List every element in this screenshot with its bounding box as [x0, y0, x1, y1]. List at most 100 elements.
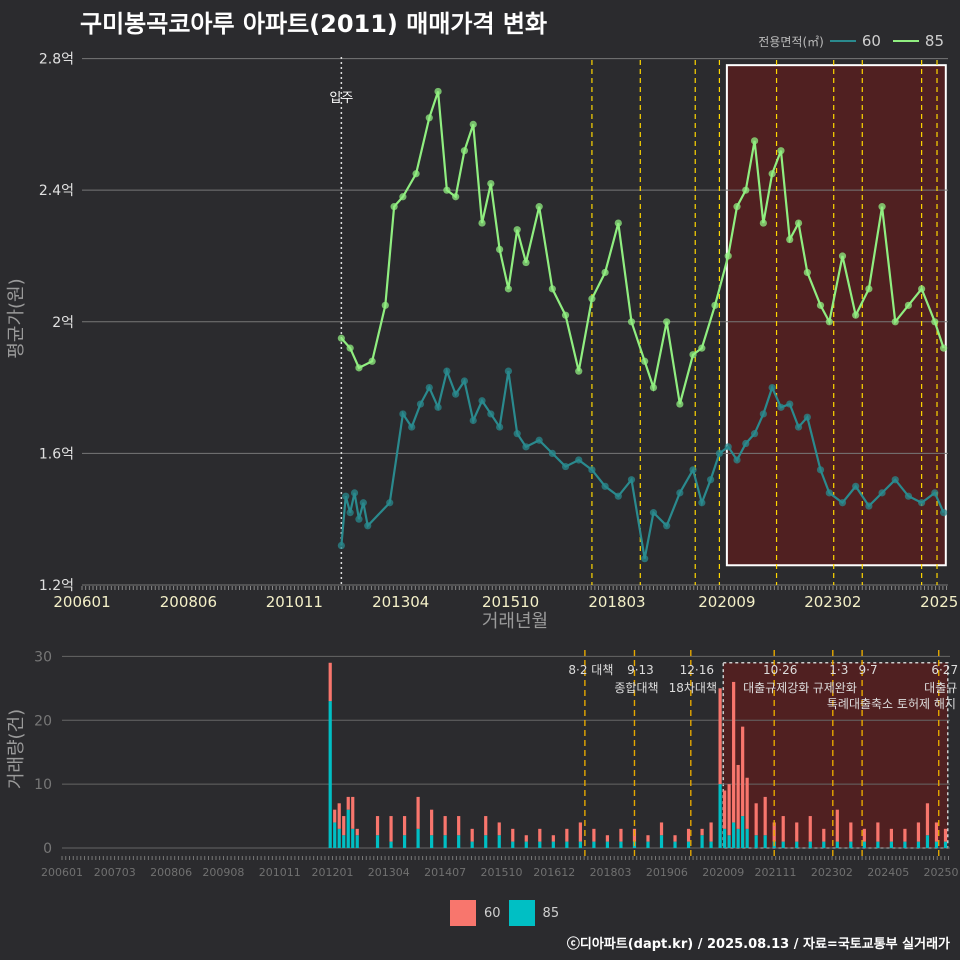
data-point-60 [601, 482, 609, 490]
bar-85 [700, 835, 704, 848]
data-point-85 [940, 344, 948, 352]
bar-60 [443, 816, 447, 836]
bar-85 [578, 841, 582, 848]
y-tick-label: 1.2억 [39, 578, 74, 594]
data-point-60 [359, 499, 367, 507]
data-point-60 [715, 449, 724, 457]
bar-60 [723, 790, 727, 829]
data-point-85 [786, 235, 794, 244]
bar-85 [355, 835, 359, 848]
bar-60 [822, 828, 826, 842]
data-point-85 [443, 186, 451, 194]
bar-60 [538, 828, 542, 842]
data-point-60 [878, 489, 886, 497]
data-point-60 [364, 522, 372, 530]
bar-60 [903, 828, 907, 842]
event-label: 대출규제강화 [743, 681, 809, 695]
data-point-60 [434, 403, 442, 411]
data-point-60 [504, 367, 513, 375]
bar-85 [745, 828, 749, 848]
data-point-60 [548, 449, 556, 457]
bar-85 [736, 828, 740, 848]
data-point-60 [759, 410, 767, 418]
event-date: 9·7 [859, 663, 878, 677]
x-tick-label: 201304 [368, 866, 410, 879]
data-point-85 [548, 285, 556, 293]
y-tick-label: 0 [43, 841, 52, 857]
bar-85 [565, 841, 569, 848]
bar-60 [402, 816, 407, 836]
bar-85 [763, 835, 767, 848]
bar-85 [511, 841, 515, 848]
y-tick-label: 30 [34, 649, 52, 665]
x-tick-label: 200601 [53, 593, 110, 611]
y-tick-label: 2.8억 [39, 52, 74, 68]
bar-60 [754, 803, 758, 836]
data-point-85 [918, 285, 926, 293]
data-point-85 [588, 295, 596, 303]
data-point-60 [452, 390, 460, 398]
data-point-60 [350, 489, 359, 497]
event-date: 1·3 [829, 663, 848, 677]
data-point-85 [460, 147, 469, 155]
bar-85 [903, 841, 907, 848]
bar-60 [934, 822, 939, 842]
x-axis-label: 거래년월 [482, 611, 548, 632]
bar-85 [723, 828, 727, 848]
data-point-60 [342, 492, 350, 500]
data-point-85 [698, 344, 706, 352]
bar-85 [402, 835, 407, 848]
bar-85 [781, 841, 785, 848]
data-point-85 [711, 301, 719, 309]
bar-60 [943, 828, 948, 842]
bar-60 [337, 803, 341, 829]
data-point-60 [689, 466, 697, 474]
bar-85 [849, 841, 853, 848]
bar-60 [835, 809, 839, 842]
bar-85 [808, 841, 812, 848]
bar-85 [862, 841, 866, 848]
event-date: 6·27 [931, 663, 958, 677]
bar-60 [686, 828, 691, 842]
bar-60 [351, 796, 355, 829]
data-point-60 [742, 439, 750, 448]
legend-title: 전용면적(㎡) [758, 34, 824, 49]
data-point-60 [614, 492, 622, 500]
bar-85 [659, 835, 664, 848]
data-point-85 [689, 351, 697, 359]
data-point-60 [768, 383, 776, 392]
data-point-60 [627, 476, 636, 484]
legend-top: 전용면적(㎡) 60 85 [758, 32, 950, 50]
bar-85 [337, 828, 341, 848]
x-tick-label: 201612 [533, 866, 575, 879]
bar-85 [795, 841, 799, 848]
event-label: 종합대책 [614, 680, 658, 695]
data-point-85 [816, 301, 825, 309]
legend-bottom-label-60: 60 [484, 905, 501, 921]
bar-60 [430, 809, 434, 836]
data-point-60 [535, 436, 543, 444]
x-tick-label: 202009 [702, 866, 744, 879]
data-point-60 [786, 400, 794, 408]
event-label: 18차대책 [669, 680, 717, 695]
bar-85 [328, 701, 332, 848]
highlight-box [722, 662, 949, 849]
legend-swatch-60 [829, 40, 856, 42]
bar-60 [346, 796, 350, 810]
bar-85 [889, 841, 894, 848]
bar-60 [605, 835, 610, 842]
bar-60 [925, 803, 930, 836]
bar-60 [416, 796, 420, 829]
legend-label-60: 60 [861, 32, 881, 50]
data-point-85 [627, 318, 636, 326]
x-tick-label: 200703 [94, 866, 136, 879]
bar-85 [943, 841, 948, 848]
bar-85 [457, 835, 461, 848]
data-point-85 [469, 120, 477, 128]
page-title: 구미봉곡코아루 아파트(2011) 매매가격 변화 [80, 10, 548, 38]
y-axis-label: 평균가(원) [6, 278, 27, 358]
data-point-60 [940, 509, 948, 517]
y-axis-label: 거래량(건) [6, 709, 27, 789]
data-point-60 [649, 509, 658, 517]
